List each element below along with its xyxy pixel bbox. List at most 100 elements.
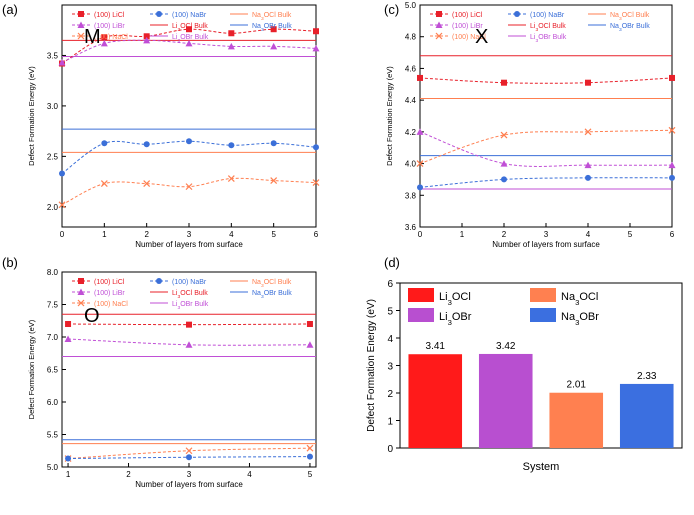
text-span: (100) LiBr <box>94 290 125 297</box>
legend-label: (100) LiBr <box>94 23 125 30</box>
cross-stroke <box>500 131 508 139</box>
y-tick-label: 5.0 <box>47 463 59 472</box>
data-point <box>65 321 72 327</box>
text-span: 3 <box>261 294 264 300</box>
x-tick-label: 4 <box>229 230 234 239</box>
y-tick-label: 3.0 <box>47 102 59 111</box>
legend-marker <box>78 278 84 284</box>
data-point <box>313 144 319 151</box>
legend-entry: Li3OBr <box>408 308 472 327</box>
text-span: (100) NaCl <box>94 301 128 308</box>
legend-entry: Na3OCl <box>530 288 598 307</box>
data-point <box>270 42 278 50</box>
y-tick-label: 4.6 <box>405 64 417 73</box>
legend-marker <box>156 11 162 17</box>
legend-entry: Na3OCl Bulk <box>230 12 292 22</box>
legend-entry: Li3OBr Bulk <box>508 34 567 44</box>
data-point <box>185 183 193 191</box>
legend-entry: Na3OBr <box>530 308 599 327</box>
text-span: OBr Bulk <box>180 301 209 308</box>
data-point <box>417 74 423 81</box>
legend-label: (100) NaBr <box>172 12 207 19</box>
legend-label: (100) LiBr <box>94 290 125 297</box>
y-tick-label: 6 <box>387 279 393 290</box>
text-span: OBr Bulk <box>264 23 293 30</box>
legend-marker <box>156 278 162 284</box>
inset-label: O <box>84 305 100 327</box>
x-tick-label: 0 <box>418 230 423 239</box>
legend-entry: Li3OCl Bulk <box>508 23 566 33</box>
panel-label: (c) <box>384 2 399 17</box>
cross-stroke <box>584 128 592 136</box>
legend-entry: (100) LiBr <box>72 288 125 297</box>
data-point <box>312 179 320 187</box>
legend-entry: (100) NaCl <box>72 32 128 41</box>
data-point <box>584 161 592 169</box>
legend-entry: Li3OBr Bulk <box>150 34 209 44</box>
legend-entry: (100) NaBr <box>508 11 565 19</box>
text-span: 3 <box>535 27 538 33</box>
series-line <box>419 129 673 165</box>
text-span: Li <box>172 34 178 41</box>
x-axis-label: Number of layers from surface <box>492 240 600 249</box>
y-tick-label: 7.5 <box>47 301 59 310</box>
legend-entry: Li3OCl Bulk <box>150 290 208 300</box>
text-span: 3 <box>448 318 452 327</box>
legend-swatch <box>530 288 556 302</box>
y-tick-label: 5.0 <box>405 1 417 10</box>
text-span: Na <box>252 290 261 297</box>
text-span: Li <box>530 23 536 30</box>
text-span: 3 <box>261 27 264 33</box>
text-span: OBr Bulk <box>622 23 651 30</box>
panel-label: (a) <box>2 2 18 17</box>
x-tick-label: 3 <box>187 470 192 479</box>
legend-entry: (100) NaBr <box>150 11 207 19</box>
data-point <box>306 341 314 348</box>
text-span: 3 <box>261 283 264 289</box>
text-span: Li <box>172 301 178 308</box>
y-axis-label: Defect Formation Energy (eV) <box>27 66 36 166</box>
inset-label: X <box>475 26 488 48</box>
legend-marker <box>77 299 85 307</box>
text-span: OBr Bulk <box>264 290 293 297</box>
bar-value-label: 3.42 <box>496 341 516 352</box>
y-tick-label: 4 <box>387 334 393 345</box>
data-point <box>585 79 591 86</box>
data-point <box>584 128 592 136</box>
data-point <box>270 177 278 185</box>
chart-panel-1: (c) 3.6 3.8 4.0 4.2 4.4 4.6 4.8 5.0 0 1 2 3 4 5 6 Number… <box>384 1 676 249</box>
text-span: 3 <box>177 27 180 33</box>
legend-entry: (100) NaCl <box>72 299 128 308</box>
x-tick-label: 2 <box>144 230 149 239</box>
text-span: (100) LiCl <box>94 12 125 19</box>
data-point <box>669 74 675 81</box>
x-axis-label: Number of layers from surface <box>135 480 243 489</box>
x-tick-label: 1 <box>66 470 71 479</box>
text-span: 3 <box>261 16 264 22</box>
legend-entry: Na3OCl Bulk <box>588 12 650 22</box>
legend-label: (100) NaBr <box>172 279 207 286</box>
x-tick-label: 5 <box>628 230 633 239</box>
legend-label: Na3OCl Bulk <box>252 279 292 289</box>
legend-entry: Li3OCl Bulk <box>150 23 208 33</box>
data-point <box>143 36 151 44</box>
data-point <box>227 175 235 182</box>
text-span: (100) LiBr <box>452 23 483 30</box>
y-axis-label: Defect Formation Energy (eV) <box>385 66 394 166</box>
cross-stroke <box>270 177 278 185</box>
legend-marker <box>78 11 84 17</box>
y-tick-label: 1 <box>387 417 393 428</box>
text-span: Na <box>610 23 619 30</box>
legend-entry: Li3OCl <box>408 288 471 307</box>
y-tick-label: 3.6 <box>405 223 417 232</box>
legend-entry: (100) LiBr <box>72 21 125 30</box>
legend-label: Na3OCl Bulk <box>252 12 292 22</box>
data-point <box>228 142 235 149</box>
data-point <box>143 33 150 40</box>
x-tick-label: 1 <box>460 230 465 239</box>
text-span: 3 <box>619 27 622 33</box>
text-span: Na <box>610 12 619 19</box>
chart-panel-0: (a) 2.0 2.5 3.0 3.5 0 1 2 3 4 5 6 Number of layers f… <box>2 2 320 249</box>
text-span: (100) LiCl <box>452 12 483 19</box>
data-point <box>668 126 676 134</box>
